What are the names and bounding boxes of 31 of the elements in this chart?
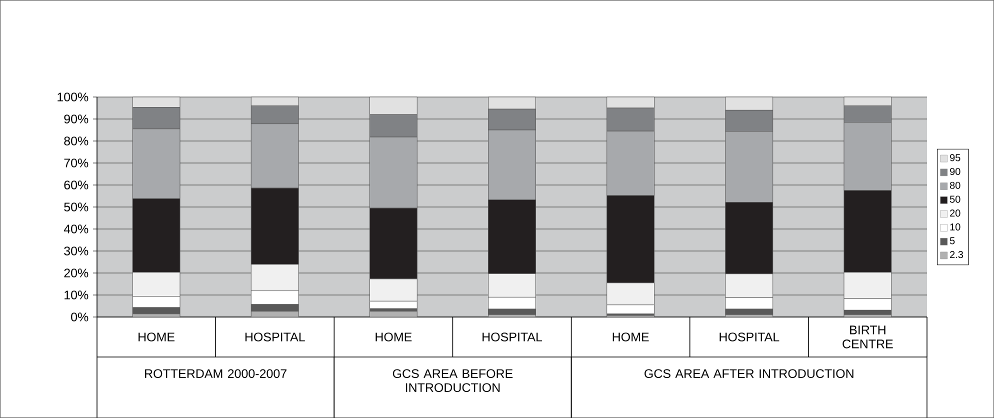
x-tick-label: BIRTH CENTRE <box>842 326 893 348</box>
x-tick-label: HOSPITAL <box>720 332 780 342</box>
legend-label: 2.3 <box>950 250 964 258</box>
y-tick-label: 0% <box>71 312 88 322</box>
text: GCS AREA BEFORE INTRODUCTION <box>392 369 513 392</box>
y-tick-label: 70% <box>64 158 88 168</box>
y-tick-label: 40% <box>64 224 88 234</box>
x-tick-label: HOSPITAL <box>245 332 305 342</box>
x-tick-label: HOME <box>612 332 649 342</box>
y-tick-label: 50% <box>64 202 88 212</box>
legend-label: 80 <box>950 182 960 189</box>
legend-label: 90 <box>950 168 960 176</box>
legend-label: 20 <box>950 210 960 217</box>
legend-label: 50 <box>950 196 960 203</box>
y-tick-label: 10% <box>64 290 88 300</box>
legend-label: 5 <box>950 237 955 244</box>
text: GCS AREA AFTER INTRODUCTION <box>644 369 854 378</box>
y-tick-label: 100% <box>58 92 88 102</box>
x-tick-label: HOME <box>376 332 412 342</box>
y-tick-label: 60% <box>64 180 88 190</box>
y-tick-label: 80% <box>64 136 88 146</box>
bar <box>844 314 892 318</box>
legend-label: 10 <box>950 223 960 230</box>
y-tick-label: 20% <box>64 268 88 278</box>
x-tick-label: HOSPITAL <box>482 332 542 342</box>
x-tick-label: HOME <box>138 332 175 342</box>
text: ROTTERDAM 2000-2007 <box>145 369 286 378</box>
legend-label: 95 <box>950 154 960 162</box>
y-tick-label: 90% <box>64 114 88 124</box>
bar <box>369 310 418 318</box>
y-tick-label: 30% <box>64 246 88 256</box>
